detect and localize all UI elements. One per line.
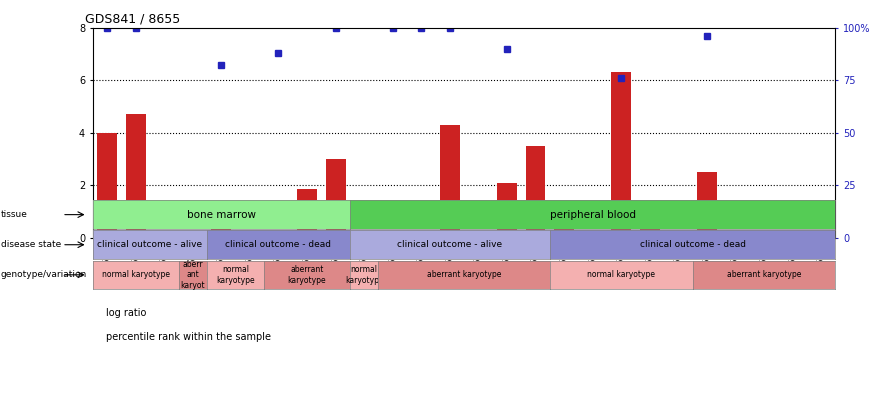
- Text: disease state: disease state: [1, 240, 61, 249]
- Text: aberrant karyotype: aberrant karyotype: [427, 270, 501, 279]
- Bar: [497, 183, 517, 238]
- Text: log ratio: log ratio: [106, 308, 147, 318]
- Text: tissue: tissue: [1, 210, 27, 219]
- Text: normal
karyotype: normal karyotype: [345, 265, 384, 284]
- Text: clinical outcome - alive: clinical outcome - alive: [97, 240, 202, 249]
- Text: bone marrow: bone marrow: [187, 209, 255, 220]
- Text: percentile rank within the sample: percentile rank within the sample: [106, 331, 271, 342]
- Bar: [554, 211, 574, 238]
- Text: normal karyotype: normal karyotype: [587, 270, 655, 279]
- Text: aberrant karyotype: aberrant karyotype: [727, 270, 801, 279]
- Bar: [640, 209, 659, 238]
- Bar: [525, 146, 545, 238]
- Text: aberr
ant
karyot: aberr ant karyot: [180, 260, 205, 290]
- Text: GDS841 / 8655: GDS841 / 8655: [86, 12, 180, 25]
- Text: clinical outcome - dead: clinical outcome - dead: [640, 240, 745, 249]
- Text: normal
karyotype: normal karyotype: [217, 265, 255, 284]
- Bar: [297, 189, 317, 238]
- Bar: [440, 125, 460, 238]
- Bar: [325, 159, 346, 238]
- Bar: [126, 114, 146, 238]
- Text: peripheral blood: peripheral blood: [550, 209, 636, 220]
- Text: genotype/variation: genotype/variation: [1, 270, 88, 279]
- Bar: [697, 172, 717, 238]
- Bar: [211, 204, 232, 238]
- Bar: [611, 72, 631, 238]
- Text: clinical outcome - alive: clinical outcome - alive: [397, 240, 502, 249]
- Text: aberrant
karyotype: aberrant karyotype: [287, 265, 326, 284]
- Text: clinical outcome - dead: clinical outcome - dead: [225, 240, 332, 249]
- Text: normal karyotype: normal karyotype: [102, 270, 170, 279]
- Bar: [97, 133, 117, 238]
